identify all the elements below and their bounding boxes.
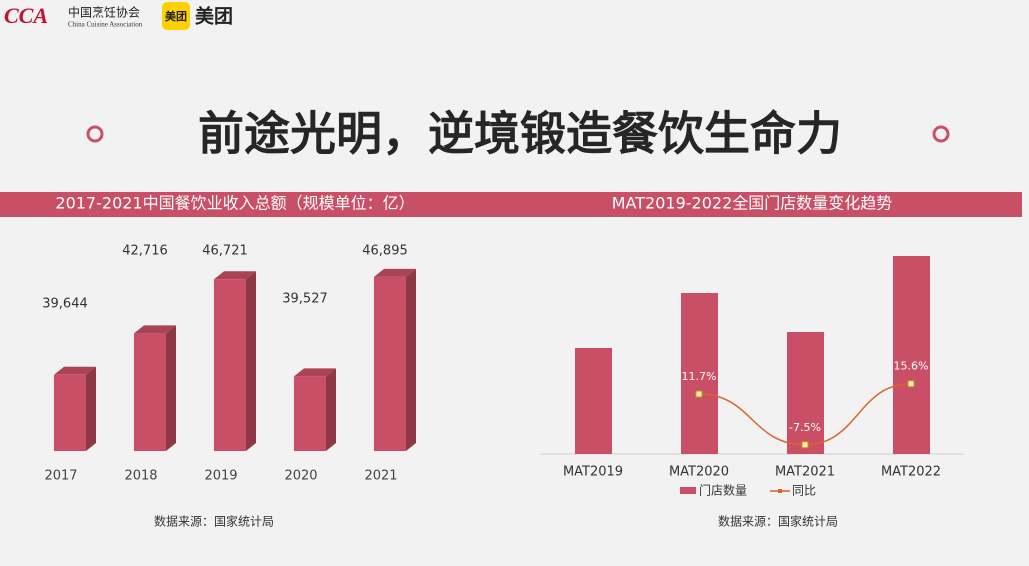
bar-side [166,325,176,451]
legend-label: 门店数量 [699,483,747,498]
value-label: 15.6% [894,360,929,373]
bar [374,276,406,451]
bar-top [134,325,176,334]
bar-side [86,366,96,451]
page-title: 前途光明，逆境锻造餐饮生命力 [198,107,842,161]
source-note: 数据来源：国家统计局 [718,514,838,529]
bar [893,256,930,454]
x-tick-label: 2019 [204,469,237,484]
bar [134,333,166,451]
x-tick-label: 2021 [364,469,397,484]
bar-top [374,268,416,277]
legend-swatch [680,487,696,494]
legend-label: 同比 [792,484,816,498]
legend-swatch [778,489,782,493]
chart-title: 2017-2021中国餐饮业收入总额（规模单位：亿） [55,194,414,213]
bar [787,332,824,454]
bar [54,374,86,451]
line-marker [695,390,703,398]
brand-name: 美团 [195,5,233,28]
chart-title: MAT2019-2022全国门店数量变化趋势 [612,194,893,213]
x-tick-label: MAT2022 [881,465,941,480]
bar-top [54,366,96,375]
line-marker [801,441,809,449]
bar-side [326,368,336,451]
x-tick-label: MAT2020 [669,465,729,480]
x-tick-label: 2017 [44,469,77,484]
org-name: 中国烹饪协会 [68,5,140,20]
ornament [86,125,104,143]
brand-badge-bg [162,2,190,30]
bar [214,279,246,451]
logo-text: CCA [4,3,48,28]
value-label: 39,527 [282,292,328,307]
value-label: -7.5% [789,421,821,434]
value-label: 46,895 [362,244,408,259]
value-label: 42,716 [122,244,168,259]
bar [681,293,718,454]
bar-top [214,271,256,280]
x-tick-label: 2018 [124,469,157,484]
x-tick-label: 2020 [284,469,317,484]
x-tick-label: MAT2019 [563,465,623,480]
bar [575,348,612,454]
source-note: 数据来源：国家统计局 [154,514,274,529]
bar-side [406,268,416,451]
line-marker [907,380,915,388]
value-label: 39,644 [42,297,88,312]
brand-badge: 美团 [165,9,187,23]
bar-top [294,368,336,377]
ornament [932,125,950,143]
value-label: 46,721 [202,244,248,259]
org-name-en: China Cuisine Association [68,21,143,29]
x-tick-label: MAT2021 [775,465,835,480]
title-band [0,192,1022,217]
bar [294,376,326,451]
bar-side [246,271,256,451]
value-label: 11.7% [682,370,717,383]
